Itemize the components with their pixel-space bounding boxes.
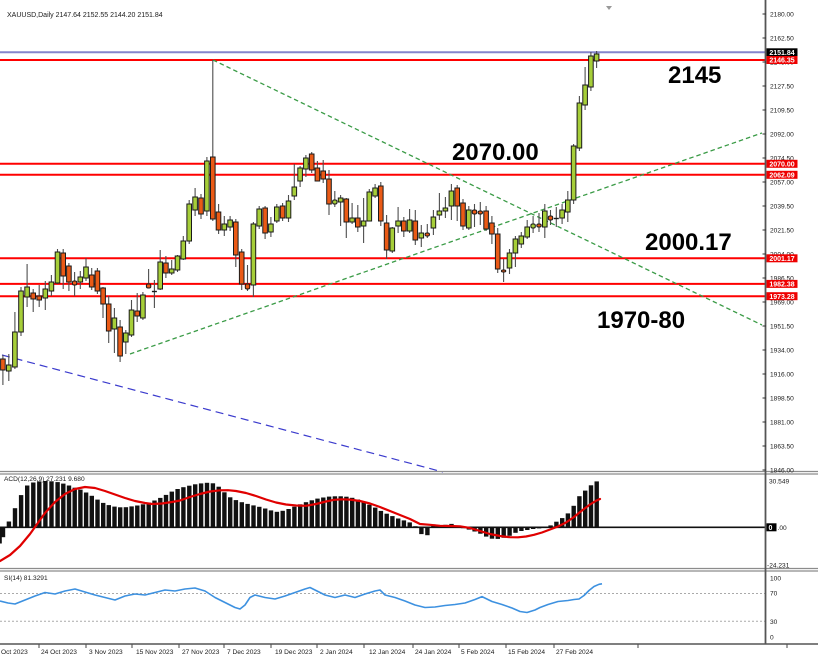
svg-text:1846.00: 1846.00	[770, 468, 794, 475]
svg-text:2021.50: 2021.50	[770, 228, 794, 235]
svg-text:1916.00: 1916.00	[770, 372, 794, 379]
svg-text:2151.84: 2151.84	[769, 50, 794, 57]
svg-text:Oct 2023: Oct 2023	[1, 649, 28, 656]
svg-text:2146.35: 2146.35	[769, 58, 794, 65]
svg-text:1969.00: 1969.00	[770, 300, 794, 307]
svg-text:2057.00: 2057.00	[770, 180, 794, 187]
svg-text:100: 100	[770, 576, 781, 583]
svg-text:0: 0	[770, 635, 774, 642]
svg-text:-24.231: -24.231	[767, 563, 790, 570]
svg-text:1863.50: 1863.50	[770, 444, 794, 451]
svg-text:2070.00: 2070.00	[452, 139, 539, 166]
svg-text:1951.50: 1951.50	[770, 324, 794, 331]
svg-text:30: 30	[770, 619, 778, 626]
svg-text:1970-80: 1970-80	[597, 307, 685, 334]
svg-text:1986.50: 1986.50	[770, 276, 794, 283]
svg-text:1898.50: 1898.50	[770, 396, 794, 403]
svg-text:2145: 2145	[668, 62, 721, 89]
svg-text:2039.50: 2039.50	[770, 204, 794, 211]
svg-text:30.549: 30.549	[769, 479, 790, 486]
svg-text:2074.50: 2074.50	[770, 156, 794, 163]
svg-text:15 Feb 2024: 15 Feb 2024	[508, 649, 545, 656]
svg-text:2 Jan 2024: 2 Jan 2024	[320, 649, 353, 656]
svg-text:0: 0	[769, 525, 773, 532]
svg-text:SI(14) 81.3291: SI(14) 81.3291	[4, 575, 48, 582]
svg-text:2001.17: 2001.17	[769, 256, 794, 263]
svg-text:1982.38: 1982.38	[769, 282, 794, 289]
svg-text:7 Dec 2023: 7 Dec 2023	[227, 649, 261, 656]
svg-text:2180.00: 2180.00	[770, 12, 794, 19]
svg-text:1934.00: 1934.00	[770, 348, 794, 355]
svg-text:2000.17: 2000.17	[645, 229, 732, 256]
svg-text:15 Nov 2023: 15 Nov 2023	[136, 649, 174, 656]
svg-text:2127.50: 2127.50	[770, 84, 794, 91]
svg-text:5 Feb 2024: 5 Feb 2024	[461, 649, 495, 656]
svg-text:19 Dec 2023: 19 Dec 2023	[275, 649, 313, 656]
svg-text:12 Jan 2024: 12 Jan 2024	[369, 649, 406, 656]
svg-text:2109.50: 2109.50	[770, 108, 794, 115]
svg-text:2092.00: 2092.00	[770, 132, 794, 139]
svg-text:2070.00: 2070.00	[769, 161, 794, 168]
svg-text:1881.00: 1881.00	[770, 420, 794, 427]
svg-text:2162.50: 2162.50	[770, 36, 794, 43]
svg-text:24 Oct 2023: 24 Oct 2023	[41, 649, 77, 656]
svg-text:24 Jan 2024: 24 Jan 2024	[415, 649, 452, 656]
svg-text:3 Nov 2023: 3 Nov 2023	[89, 649, 123, 656]
svg-text:70: 70	[770, 591, 778, 598]
svg-text:XAUUSD,Daily 2147.64 2152.55: XAUUSD,Daily 2147.64 2152.55 2144.20 215…	[7, 12, 163, 19]
svg-text:1973.28: 1973.28	[769, 294, 794, 301]
svg-text:27 Feb 2024: 27 Feb 2024	[556, 649, 593, 656]
svg-text:27 Nov 2023: 27 Nov 2023	[182, 649, 220, 656]
svg-text:ACD(12,26,9) 27.231 9.680: ACD(12,26,9) 27.231 9.680	[4, 476, 85, 483]
svg-text:.00: .00	[778, 525, 787, 532]
svg-text:2062.09: 2062.09	[769, 172, 794, 179]
